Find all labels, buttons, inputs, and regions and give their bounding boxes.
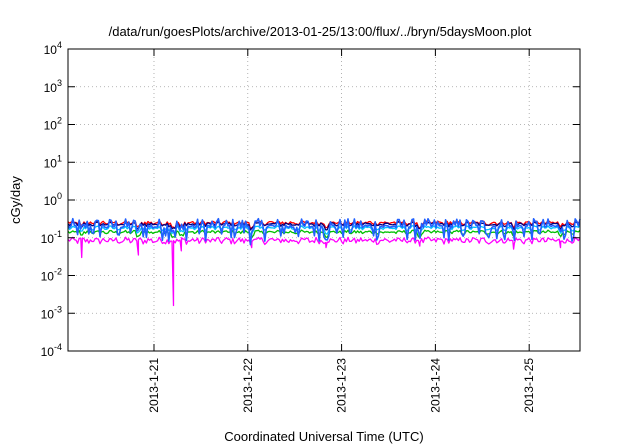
y-tick-base: 10 xyxy=(41,345,55,359)
y-tick-exponent: 4 xyxy=(57,40,62,50)
y-tick-label: 102 xyxy=(44,116,62,133)
grid xyxy=(68,49,580,351)
y-tick-label: 10-1 xyxy=(41,229,62,246)
y-tick-label: 104 xyxy=(44,40,62,57)
x-tick-label: 2013-1-23 xyxy=(335,358,349,413)
y-tick-base: 10 xyxy=(41,307,55,321)
y-tick-base: 10 xyxy=(44,194,58,208)
y-tick-base: 10 xyxy=(41,270,55,284)
y-tick-base: 10 xyxy=(44,156,58,170)
y-tick-exponent: -3 xyxy=(54,304,62,314)
y-tick-exponent: 3 xyxy=(57,78,62,88)
x-tick-label: 2013-1-21 xyxy=(147,358,161,413)
y-tick-exponent: 2 xyxy=(57,116,62,126)
y-tick-label: 10-2 xyxy=(41,267,62,284)
x-axis-label: Coordinated Universal Time (UTC) xyxy=(224,429,423,444)
y-tick-label: 103 xyxy=(44,78,62,95)
y-tick-base: 10 xyxy=(44,119,58,133)
chart-title: /data/run/goesPlots/archive/2013-01-25/1… xyxy=(109,24,532,39)
y-tick-base: 10 xyxy=(41,232,55,246)
y-tick-label: 101 xyxy=(44,153,62,170)
y-tick-exponent: -4 xyxy=(54,342,62,352)
ticks: 10-410-310-210-11001011021031042013-1-21… xyxy=(41,40,580,413)
series-line xyxy=(67,225,581,236)
y-tick-label: 10-4 xyxy=(41,342,62,359)
y-tick-label: 10-3 xyxy=(41,304,62,321)
x-tick-label: 2013-1-25 xyxy=(522,358,536,413)
x-tick-label: 2013-1-22 xyxy=(241,358,255,413)
series-layer xyxy=(67,217,581,307)
series-line xyxy=(67,236,581,307)
y-tick-exponent: 0 xyxy=(57,191,62,201)
y-tick-label: 100 xyxy=(44,191,62,208)
series-line xyxy=(67,217,581,246)
y-tick-exponent: 1 xyxy=(57,153,62,163)
y-tick-exponent: -1 xyxy=(54,229,62,239)
y-tick-exponent: -2 xyxy=(54,267,62,277)
x-tick-label: 2013-1-24 xyxy=(428,358,442,413)
series-line xyxy=(67,221,581,231)
y-tick-base: 10 xyxy=(44,43,58,57)
y-axis-label: cGy/day xyxy=(8,176,23,224)
y-tick-base: 10 xyxy=(44,81,58,95)
